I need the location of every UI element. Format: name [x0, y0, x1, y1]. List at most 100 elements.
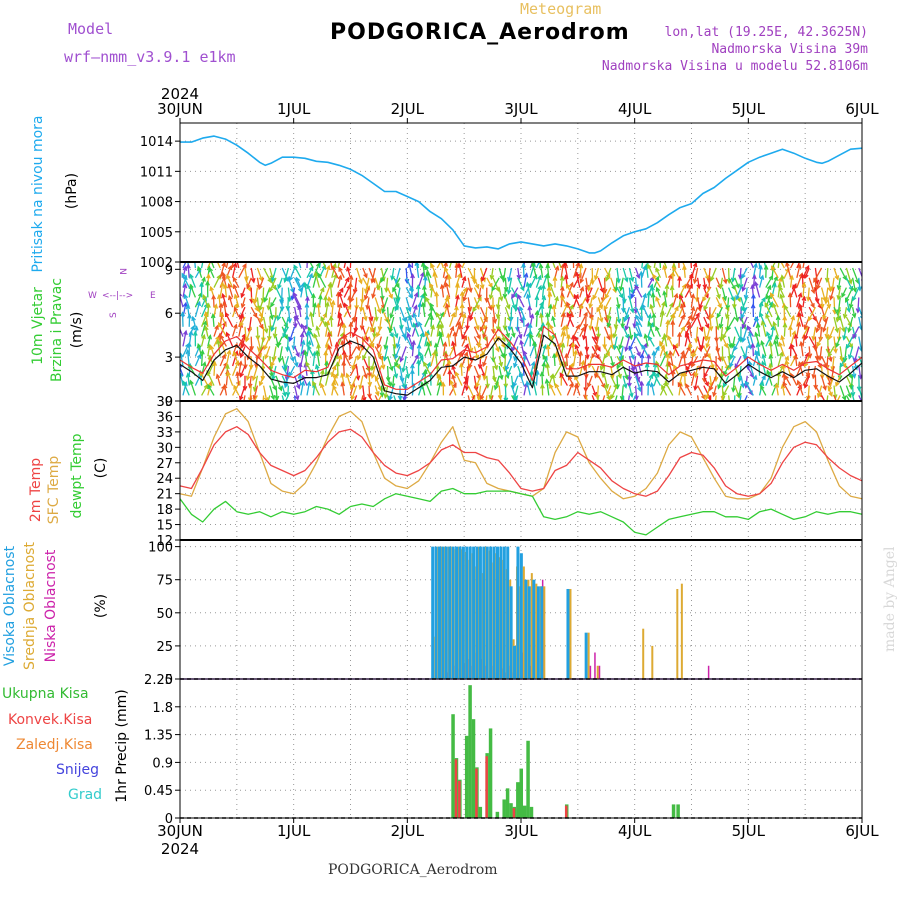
total-rain-bar — [676, 804, 680, 818]
wind-arrow-head — [380, 364, 386, 370]
wind-arrow-head — [689, 254, 693, 258]
wind-arrow — [752, 375, 757, 386]
wind-arrow — [180, 293, 184, 308]
wind-arrow-head — [617, 373, 622, 380]
wind-arrow — [380, 297, 385, 309]
wind-arrow-head — [313, 332, 318, 339]
wind-arrow-head — [751, 293, 756, 299]
wind-arrow-head — [300, 323, 306, 329]
wind-arrow-head — [704, 381, 709, 387]
wind-arrow-head — [196, 342, 202, 349]
total-rain-bar — [468, 685, 472, 818]
y-tick-label: 27 — [156, 457, 173, 472]
wind-arrow — [526, 282, 531, 298]
wind-arrow-head — [539, 303, 545, 310]
mid-cloud-bar — [651, 645, 654, 679]
wind-arrow — [635, 315, 643, 328]
wind-arrow-head — [421, 284, 427, 291]
wind-arrow-head — [718, 323, 724, 329]
legend-frz-rain: Zaledj.Kisa — [16, 737, 93, 753]
wind-arrow-head — [270, 302, 275, 308]
wind-arrow-head — [377, 352, 383, 359]
wind-arrow-head — [430, 324, 435, 330]
total-rain-bar — [488, 728, 493, 818]
wind-arrow — [567, 376, 575, 386]
wind-arrow-head — [799, 340, 804, 347]
wind-arrow — [622, 287, 626, 303]
wind-arrow-head — [759, 274, 765, 280]
wind-arrow-head — [615, 303, 621, 310]
y-tick-label: 12 — [156, 534, 173, 549]
wind-arrow — [597, 395, 600, 401]
wind-arrow-head — [642, 292, 647, 299]
wind-arrow — [436, 324, 440, 337]
wind-arrow-head — [835, 381, 840, 388]
wind-arrow-head — [736, 297, 742, 303]
wind-arrow — [331, 265, 339, 279]
wind-arrow-head — [686, 319, 692, 326]
wind-arrow-head — [637, 386, 642, 393]
wind-arrow-head — [392, 287, 397, 293]
wind-arrow — [438, 331, 445, 347]
wind-arrow — [440, 324, 445, 337]
wind-arrow-head — [339, 287, 344, 293]
wind-arrow-head — [420, 271, 425, 277]
x-tick-label-top: 3JUL — [504, 100, 538, 118]
high-cloud-bar — [489, 546, 493, 679]
wind-arrow — [360, 297, 364, 311]
wind-arrow-head — [545, 320, 551, 326]
t2m-temp-line — [179, 426, 863, 497]
wind-arrow — [851, 365, 856, 378]
wind-arrow — [252, 365, 259, 381]
wind-arrow — [338, 267, 345, 279]
wind-arrow-head — [782, 322, 788, 328]
high-cloud-bar — [444, 546, 448, 679]
wind-arrow — [362, 307, 367, 321]
wind-arrow-head — [205, 273, 211, 279]
wind-arrow-head — [246, 286, 252, 292]
wind-arrow-head — [790, 343, 795, 349]
wind-arrow — [293, 292, 302, 308]
wind-arrow-head — [735, 295, 740, 301]
wind-arrow — [226, 371, 234, 386]
wind-arrow — [187, 264, 190, 278]
wind-arrow — [461, 276, 466, 288]
wind-arrow-head — [182, 301, 188, 308]
wind-arrow-head — [518, 305, 524, 312]
wind-arrow — [541, 285, 545, 298]
wind-arrow — [231, 361, 239, 377]
wind-arrow-head — [411, 339, 416, 346]
wind-arrow-head — [493, 385, 499, 391]
wind-arrow-head — [279, 306, 285, 312]
wind-arrow-head — [348, 355, 354, 361]
wind-arrow — [549, 283, 556, 298]
wind-arrow-head — [655, 325, 660, 331]
wind-arrow — [481, 267, 488, 281]
wind-arrow-head — [343, 302, 349, 308]
wind-arrow — [734, 287, 741, 302]
wind-arrow-head — [537, 332, 543, 338]
wind-arrow — [796, 264, 801, 278]
wind-arrow-head — [549, 334, 554, 340]
wind-arrow — [405, 316, 411, 332]
wind-arrow-head — [643, 333, 649, 339]
wind-arrow-head — [468, 316, 474, 322]
wind-arrow-head — [842, 357, 848, 363]
wind-arrow — [223, 384, 228, 396]
wind-arrow-head — [827, 386, 833, 392]
wind-arrow-head — [426, 361, 431, 367]
wind-arrow-head — [409, 285, 415, 292]
wind-arrow-head — [462, 335, 468, 341]
wind-arrow — [269, 356, 272, 371]
wind-arrow-head — [376, 343, 382, 350]
wind-arrow-head — [623, 316, 628, 323]
wind-arrow-head — [370, 365, 376, 372]
wind-arrow — [332, 385, 339, 396]
wind-arrow — [383, 346, 389, 361]
wind-arrow-head — [185, 303, 191, 310]
wind-arrow-head — [249, 405, 253, 409]
wind-arrow-head — [290, 356, 295, 363]
wind-arrow-head — [335, 361, 340, 367]
wind-arrow-head — [232, 350, 238, 357]
wind-arrow — [300, 283, 305, 298]
